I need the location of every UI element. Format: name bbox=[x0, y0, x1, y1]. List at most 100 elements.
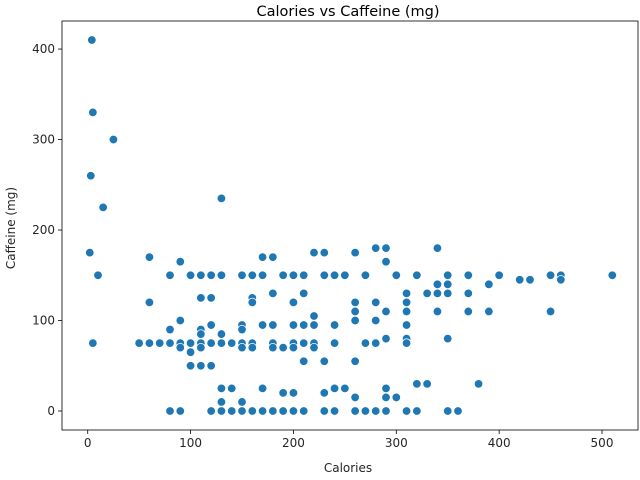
data-point bbox=[247, 406, 257, 416]
x-tick-label: 400 bbox=[488, 436, 511, 450]
data-point bbox=[206, 320, 216, 330]
data-point bbox=[288, 388, 299, 398]
x-tick-label: 0 bbox=[84, 436, 92, 450]
data-point bbox=[206, 406, 216, 416]
data-point bbox=[278, 388, 288, 398]
data-point bbox=[257, 320, 268, 330]
data-point bbox=[391, 270, 401, 280]
data-point bbox=[545, 306, 556, 317]
x-tick-label: 200 bbox=[282, 436, 305, 450]
data-point bbox=[319, 247, 329, 258]
data-point bbox=[299, 406, 309, 416]
y-tick-label: 300 bbox=[32, 133, 55, 147]
data-point bbox=[299, 356, 309, 366]
data-point bbox=[237, 342, 247, 353]
y-tick-label: 400 bbox=[32, 42, 55, 56]
data-point bbox=[196, 270, 206, 280]
data-point bbox=[371, 243, 381, 253]
data-point bbox=[268, 406, 278, 416]
data-point bbox=[350, 356, 360, 366]
plot-area bbox=[61, 20, 639, 431]
data-point bbox=[401, 338, 412, 348]
data-point bbox=[319, 270, 329, 280]
data-point bbox=[412, 406, 422, 416]
data-point bbox=[515, 275, 525, 285]
y-tick-label: 200 bbox=[32, 223, 55, 237]
data-point bbox=[216, 338, 227, 348]
data-point bbox=[484, 279, 494, 290]
data-point bbox=[319, 406, 329, 416]
data-point bbox=[299, 320, 309, 330]
data-point bbox=[185, 338, 196, 348]
data-point bbox=[494, 270, 504, 280]
data-point bbox=[108, 134, 119, 145]
data-point bbox=[278, 342, 288, 353]
data-point bbox=[278, 270, 288, 280]
data-point bbox=[350, 406, 360, 416]
data-point bbox=[422, 379, 432, 389]
data-point bbox=[165, 324, 175, 335]
data-point bbox=[371, 406, 381, 416]
data-point bbox=[237, 324, 247, 335]
y-axis-ticks: 0 100 200 300 400 bbox=[32, 42, 62, 418]
data-point bbox=[360, 406, 371, 416]
data-point bbox=[288, 270, 299, 280]
data-point bbox=[206, 270, 216, 280]
data-point bbox=[443, 288, 453, 299]
data-point bbox=[401, 306, 412, 317]
data-point bbox=[463, 288, 473, 299]
data-point bbox=[381, 243, 391, 253]
data-point bbox=[196, 293, 206, 303]
data-point bbox=[86, 171, 96, 181]
data-point bbox=[175, 315, 185, 326]
data-point bbox=[87, 35, 97, 45]
data-point bbox=[350, 306, 360, 317]
data-point bbox=[227, 383, 237, 394]
data-point bbox=[432, 306, 443, 317]
data-point bbox=[93, 270, 103, 280]
data-point bbox=[216, 383, 227, 394]
data-point bbox=[309, 311, 319, 321]
x-axis-ticks: 0 100 200 300 400 500 bbox=[84, 430, 613, 450]
data-point bbox=[155, 338, 165, 348]
data-point bbox=[381, 383, 391, 394]
data-point bbox=[268, 320, 278, 330]
data-point bbox=[299, 338, 309, 348]
data-point bbox=[247, 297, 257, 308]
data-points bbox=[85, 35, 617, 416]
data-point bbox=[381, 333, 391, 344]
data-point bbox=[309, 342, 319, 353]
data-point bbox=[88, 107, 98, 118]
data-point bbox=[288, 320, 299, 330]
data-point bbox=[371, 315, 381, 326]
data-point bbox=[144, 297, 155, 308]
data-point bbox=[278, 406, 288, 416]
data-point bbox=[432, 288, 443, 299]
data-point bbox=[401, 297, 412, 308]
data-point bbox=[463, 306, 473, 317]
data-point bbox=[175, 256, 185, 267]
data-point bbox=[237, 270, 247, 280]
data-point bbox=[319, 356, 329, 366]
data-point bbox=[216, 406, 227, 416]
x-tick-label: 300 bbox=[385, 436, 408, 450]
data-point bbox=[340, 270, 350, 280]
data-point bbox=[206, 361, 216, 371]
data-point bbox=[268, 342, 278, 353]
data-point bbox=[288, 342, 299, 353]
data-point bbox=[185, 347, 196, 357]
data-point bbox=[257, 270, 268, 280]
data-point bbox=[268, 288, 278, 299]
data-point bbox=[545, 270, 556, 280]
data-point bbox=[247, 342, 257, 353]
data-point bbox=[88, 338, 98, 348]
data-point bbox=[175, 406, 185, 416]
data-point bbox=[257, 406, 268, 416]
data-point bbox=[144, 252, 155, 262]
x-tick-label: 100 bbox=[179, 436, 202, 450]
data-point bbox=[216, 397, 227, 407]
data-point bbox=[401, 406, 412, 416]
data-point bbox=[350, 315, 360, 326]
x-axis-label: Calories bbox=[324, 461, 372, 475]
